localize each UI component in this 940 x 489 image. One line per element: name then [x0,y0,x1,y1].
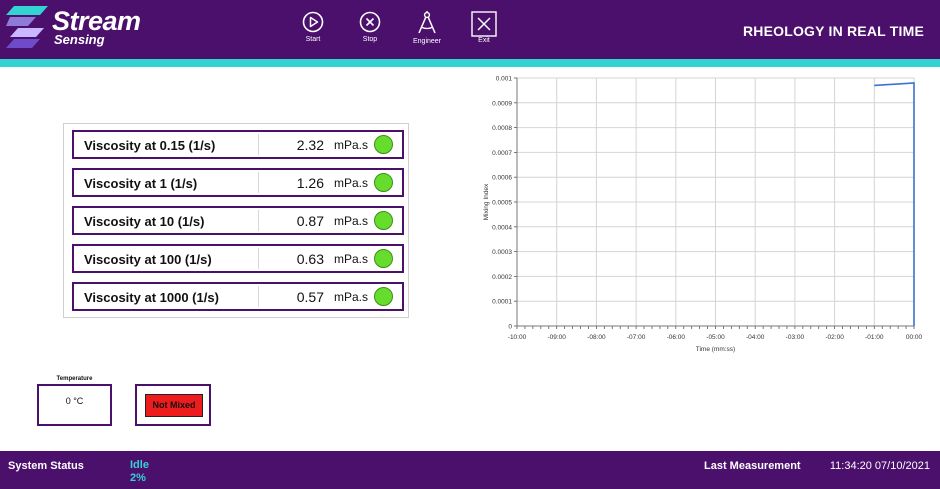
logo-subtitle: Sensing [54,32,105,47]
x-tick-label: -01:00 [865,334,884,341]
last-measurement-value: 11:34:20 07/10/2021 [829,460,930,472]
app-title: RHEOLOGY IN REAL TIME [742,23,924,39]
viscosity-row: Viscosity at 100 (1/s) 0.63 mPa.s [72,244,404,273]
logo-mark-icon [6,6,48,48]
compass-icon [418,11,436,34]
stop-button[interactable]: Stop [345,11,395,51]
viscosity-value: 0.87 [296,213,324,229]
x-tick-label: -05:00 [706,334,725,341]
status-indicator [374,135,393,154]
viscosity-row: Viscosity at 10 (1/s) 0.87 mPa.s [72,206,404,235]
viscosity-unit: mPa.s [334,214,369,228]
x-tick-label: -08:00 [587,334,606,341]
y-tick-label: 0 [508,324,512,331]
viscosity-unit: mPa.s [334,138,369,152]
viscosity-row: Viscosity at 0.15 (1/s) 2.32 mPa.s [72,130,404,159]
viscosity-row: Viscosity at 1000 (1/s) 0.57 mPa.s [72,282,404,311]
viscosity-unit: mPa.s [334,290,369,304]
play-icon [302,11,324,33]
exit-label: Exit [478,37,490,44]
status-footer: System Status Idle 2% Last Measurement 1… [0,451,940,489]
x-tick-label: -10:00 [508,334,527,341]
status-indicator [374,173,393,192]
engineer-button[interactable]: Engineer [402,11,452,51]
start-label: Start [305,36,321,43]
temperature-box: 0 °C [37,384,112,426]
status-indicator [374,287,393,306]
temperature-title: Temperature [56,376,93,382]
viscosity-label: Viscosity at 1000 (1/s) [84,290,219,305]
mixing-status-badge: Not Mixed [145,394,203,417]
status-indicator [374,211,393,230]
viscosity-row: Viscosity at 1 (1/s) 1.26 mPa.s [72,168,404,197]
y-tick-label: 0.0002 [492,274,512,281]
y-axis-label: Mixing Index [483,183,490,220]
engineer-label: Engineer [412,38,442,45]
viscosity-value: 0.57 [296,289,324,305]
x-tick-label: -06:00 [667,334,686,341]
viscosity-divider [258,172,259,193]
stop-label: Stop [362,36,378,43]
viscosity-divider [258,134,259,155]
viscosity-value: 2.32 [296,137,324,153]
x-tick-label: 00:00 [906,334,923,341]
x-tick-label: -09:00 [547,334,566,341]
viscosity-divider [258,248,259,269]
viscosity-label: Viscosity at 0.15 (1/s) [84,138,216,153]
temperature-value: 0 °C [65,396,84,406]
mixing-index-chart-svg: -10:00 -09:00 -08:00 -07:00 -06:00 -05:00 -04:… [483,76,923,354]
x-tick-label: -04:00 [746,334,765,341]
viscosity-unit: mPa.s [334,176,369,190]
x-axis-label: Time (mm:ss) [696,346,735,353]
y-tick-label: 0.0007 [492,150,512,157]
viscosity-label: Viscosity at 1 (1/s) [84,176,198,191]
y-tick-label: 0.0001 [492,299,512,306]
start-button[interactable]: Start [288,11,338,51]
viscosity-label: Viscosity at 10 (1/s) [84,214,205,229]
viscosity-value: 1.26 [296,175,324,191]
system-status-value: Idle [130,459,149,471]
y-tick-label: 0.0008 [492,125,512,132]
viscosity-divider [258,286,259,307]
mixing-index-chart: -10:00 -09:00 -08:00 -07:00 -06:00 -05:00 -04:… [476,70,928,360]
status-indicator [374,249,393,268]
y-tick-label: 0.0006 [492,175,512,182]
y-tick-label: 0.0004 [492,224,512,231]
viscosity-panel: Viscosity at 0.15 (1/s) 2.32 mPa.s Visco… [63,123,409,318]
viscosity-label: Viscosity at 100 (1/s) [84,252,212,267]
header-accent-bar [0,59,940,67]
y-tick-label: 0.0003 [492,249,512,256]
viscosity-unit: mPa.s [334,252,369,266]
system-status-label: System Status [8,460,84,472]
y-tick-label: 0.0009 [492,100,512,107]
viscosity-value: 0.63 [296,251,324,267]
exit-button[interactable]: Exit [459,11,509,51]
exit-icon [471,11,497,37]
x-tick-label: -07:00 [627,334,646,341]
stop-x-icon [359,11,381,33]
app-header: Stream Sensing Start Stop Engineer [0,0,940,59]
system-status-percent: 2% [130,472,146,484]
mixing-index-series-line [874,82,915,326]
viscosity-divider [258,210,259,231]
stream-sensing-logo: Stream Sensing [6,4,166,54]
x-tick-label: -02:00 [825,334,844,341]
y-tick-label: 0.001 [496,76,513,83]
logo-title: Stream [52,6,141,36]
mixing-status-box: Not Mixed [135,384,211,426]
last-measurement-label: Last Measurement [704,460,801,472]
y-tick-label: 0.0005 [492,200,512,207]
x-tick-label: -03:00 [786,334,805,341]
